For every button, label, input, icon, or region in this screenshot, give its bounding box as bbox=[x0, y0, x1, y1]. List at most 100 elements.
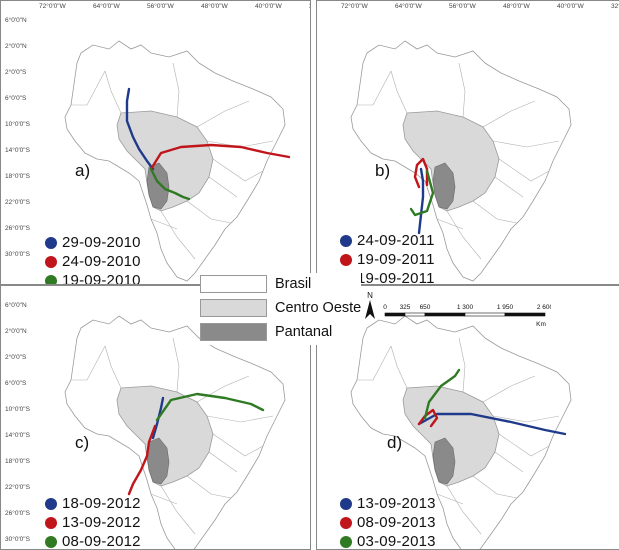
legend-date: 08-09-2012 bbox=[62, 533, 141, 550]
state-border bbox=[160, 210, 196, 260]
north-arrow-icon: N bbox=[365, 291, 375, 319]
scale-segment bbox=[504, 312, 546, 317]
legend-date: 18-09-2012 bbox=[62, 495, 141, 512]
state-border bbox=[436, 493, 464, 505]
legend-item: 08-09-2012 bbox=[45, 532, 141, 550]
legend-date: 19-09-2011 bbox=[357, 270, 435, 285]
legend-item: 13-09-2013 bbox=[340, 494, 436, 513]
latitude-label: 30°0'0"S bbox=[5, 251, 30, 258]
centro-oeste-region bbox=[116, 385, 214, 487]
trajectory-line bbox=[423, 368, 461, 420]
state-border bbox=[492, 415, 560, 423]
map-canvas bbox=[350, 315, 572, 549]
legend-dot bbox=[45, 516, 57, 529]
map-panel-b: b) 24-09-2011 19-09-2011 19-09-2011 72°0… bbox=[316, 0, 619, 285]
state-border bbox=[196, 100, 250, 128]
longitude-label: 72°0'0"W bbox=[39, 3, 66, 10]
centro-oeste-region bbox=[116, 110, 214, 212]
latitude-label: 6°0'0"S bbox=[5, 95, 27, 102]
map-panel-d: d) 13-09-2013 08-09-2013 03-09-2013 bbox=[316, 285, 619, 550]
longitude-label: 64°0'0"W bbox=[93, 3, 120, 10]
legend-date: 24-09-2011 bbox=[357, 232, 435, 249]
trajectory-line bbox=[417, 408, 439, 428]
state-border bbox=[212, 433, 264, 457]
state-border bbox=[446, 485, 482, 535]
legend-dot bbox=[340, 516, 352, 529]
latitude-label: 10°0'0"S bbox=[5, 121, 30, 128]
legend-dot bbox=[45, 535, 57, 548]
longitude-label: 48°0'0"W bbox=[503, 3, 530, 10]
swatch-pantanal bbox=[200, 323, 267, 341]
swatch-brasil bbox=[200, 275, 267, 293]
scale-tick-label: 1 950 bbox=[497, 304, 514, 311]
state-border bbox=[186, 475, 232, 499]
scale-tick-label: 0 bbox=[383, 304, 387, 311]
latitude-label: 2°0'0"S bbox=[5, 354, 27, 361]
legend-date: 19-09-2011 bbox=[357, 251, 435, 268]
legend-dot bbox=[340, 497, 352, 510]
panel-letter: c) bbox=[75, 433, 90, 452]
latitude-label: 2°0'0"N bbox=[5, 43, 27, 50]
centro-oeste-region bbox=[402, 110, 500, 212]
state-border bbox=[71, 345, 106, 381]
latitude-label: 26°0'0"S bbox=[5, 510, 30, 517]
trajectory-line bbox=[149, 143, 291, 171]
longitude-label: 56°0'0"W bbox=[449, 3, 476, 10]
panel-letter: d) bbox=[387, 433, 403, 452]
map-panel-c: c) 18-09-2012 13-09-2012 08-09-2012 6°0'… bbox=[0, 285, 311, 550]
legend-date: 13-09-2013 bbox=[357, 495, 436, 512]
state-border bbox=[472, 200, 518, 224]
map-key: Brasil Centro Oeste Pantanal bbox=[200, 273, 362, 345]
scale-unit-label: Km bbox=[536, 321, 546, 328]
legend-date: 19-09-2010 bbox=[62, 272, 141, 285]
pantanal-region bbox=[432, 162, 456, 210]
map-key-label: Brasil bbox=[275, 276, 312, 292]
trajectory-line bbox=[149, 167, 191, 201]
legend-dot bbox=[45, 497, 57, 510]
north-label: N bbox=[367, 291, 373, 300]
state-border bbox=[186, 200, 232, 224]
state-border bbox=[208, 451, 238, 473]
legend-dot bbox=[340, 535, 352, 548]
scale-tick-label: 1 300 bbox=[457, 304, 474, 311]
trajectory-line bbox=[127, 424, 157, 496]
state-border bbox=[357, 345, 392, 381]
track-legend: 18-09-2012 13-09-2012 08-09-2012 bbox=[45, 494, 141, 550]
legend-item: 24-09-2011 bbox=[340, 231, 435, 250]
state-border bbox=[446, 210, 482, 260]
state-border bbox=[208, 176, 238, 198]
state-border bbox=[436, 218, 464, 230]
map-key-item: Centro Oeste bbox=[200, 297, 361, 319]
legend-date: 29-09-2010 bbox=[62, 234, 141, 251]
legend-item: 03-09-2013 bbox=[340, 532, 436, 549]
map-key-label: Pantanal bbox=[275, 324, 333, 340]
state-border bbox=[458, 337, 466, 393]
state-border bbox=[494, 176, 524, 198]
trajectory-line bbox=[417, 412, 567, 436]
swatch-centro-oeste bbox=[200, 299, 267, 317]
trajectory-line bbox=[417, 167, 425, 235]
state-border bbox=[206, 415, 274, 423]
legend-dot bbox=[45, 236, 57, 249]
pantanal-region bbox=[146, 437, 170, 485]
map-panel-a: a) 29-09-2010 24-09-2010 19-09-2010 72°0… bbox=[0, 0, 311, 285]
longitude-label: 40°0'0"W bbox=[255, 3, 282, 10]
state-border bbox=[458, 62, 466, 118]
state-border bbox=[357, 70, 392, 106]
state-border bbox=[390, 345, 408, 389]
state-border bbox=[172, 62, 180, 118]
map-key-label: Centro Oeste bbox=[275, 300, 362, 316]
legend-date: 08-09-2013 bbox=[357, 514, 436, 531]
state-border bbox=[150, 218, 178, 230]
scale-segment bbox=[424, 312, 466, 317]
state-border bbox=[160, 485, 196, 535]
legend-dot bbox=[45, 255, 57, 268]
state-border bbox=[71, 70, 106, 106]
map-canvas bbox=[64, 40, 291, 282]
latitude-label: 6°0'0"N bbox=[5, 17, 27, 24]
map-canvas bbox=[350, 40, 572, 282]
latitude-label: 18°0'0"S bbox=[5, 173, 30, 180]
latitude-label: 10°0'0"S bbox=[5, 406, 30, 413]
legend-item: 19-09-2011 bbox=[340, 250, 435, 269]
state-border bbox=[482, 100, 536, 128]
